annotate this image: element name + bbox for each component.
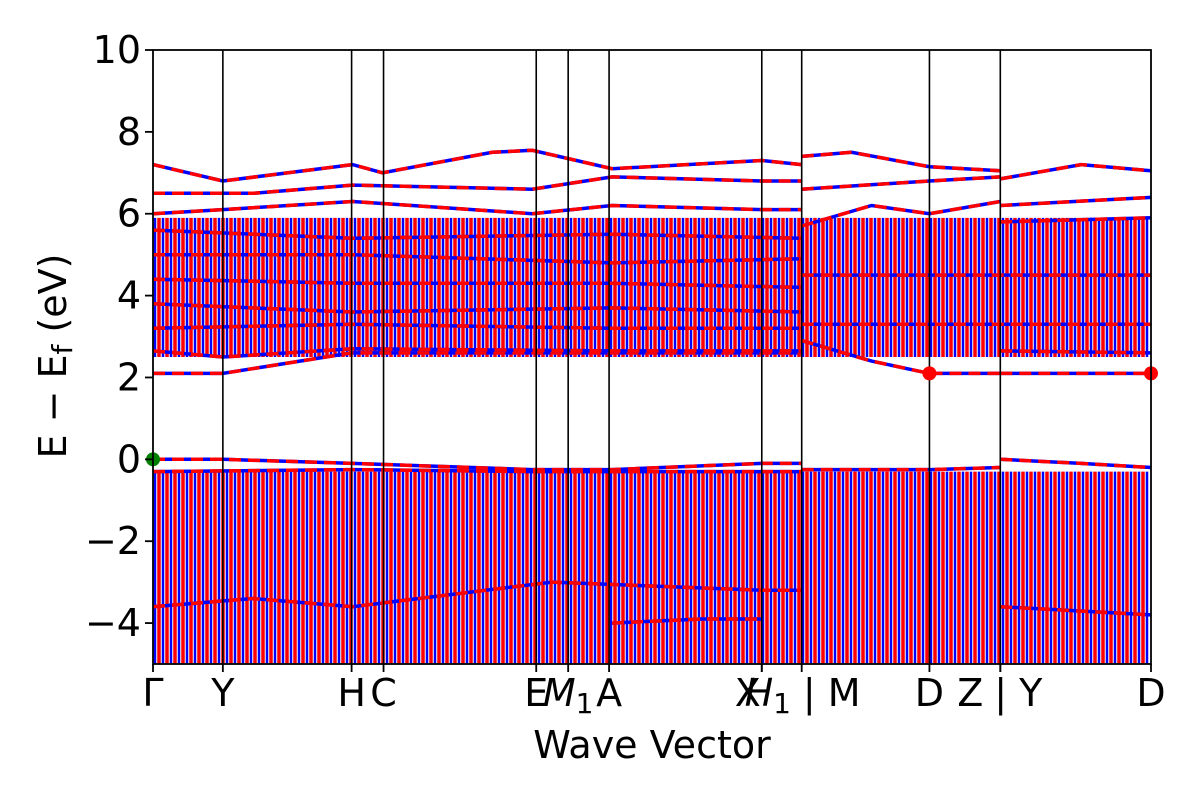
band-spin-down [801, 175, 1001, 191]
band-spin-down [152, 322, 802, 331]
y-axis-label-sub: f [46, 343, 79, 354]
band-spin-down [153, 252, 802, 265]
band-spin-down [152, 467, 802, 474]
x-tick-label: D [915, 671, 944, 715]
x-tick-label-main: H [337, 671, 366, 715]
x-tick-label-main: Γ [142, 671, 163, 715]
x-tick-label-main: X [735, 671, 761, 715]
y-tick-label: 0 [117, 437, 141, 481]
cbm-marker [922, 366, 937, 381]
x-tick-label: | Y [994, 671, 1043, 716]
band-density-fills [153, 217, 1149, 664]
y-tick-label: 8 [117, 110, 141, 154]
band-spin-down [1000, 195, 1152, 208]
x-tick-label-main: C [370, 671, 397, 715]
conduction-fill-spin-down [157, 217, 1145, 357]
band-spin-down [801, 465, 1001, 472]
band-spin-down [152, 580, 802, 609]
y-tick-label: 10 [93, 28, 141, 72]
x-tick-label-main: H [745, 671, 774, 715]
x-tick-label: A [596, 671, 622, 715]
x-tick-label-main: | Y [994, 671, 1043, 716]
band-edge-markers [146, 366, 1158, 467]
x-tick-label-main: A [596, 671, 622, 715]
y-axis-label-main: E − E [31, 354, 75, 458]
band-spin-down [153, 175, 802, 196]
band-spin-down [612, 617, 762, 625]
band-spin-down [1000, 457, 1152, 470]
y-tick-label: 2 [117, 355, 141, 399]
valence-fill-spin-down [157, 471, 1145, 664]
band-spin-down [801, 150, 1001, 173]
x-tick-label: Y [210, 671, 235, 715]
band-spin-down [152, 228, 802, 241]
x-tick-label: D [1136, 671, 1165, 715]
x-tick-label: H [337, 671, 366, 715]
band-spin-down [152, 199, 802, 216]
x-tick-label: H1 [745, 671, 791, 720]
x-axis-label: Wave Vector [533, 723, 771, 767]
band-spin-down [801, 338, 1001, 376]
x-tick-label-main: Y [210, 671, 235, 715]
y-tick-label: −2 [85, 519, 141, 563]
x-tick-label-main: D [915, 671, 944, 715]
band-spin-down [1000, 349, 1152, 355]
band-spin-down [152, 148, 802, 183]
y-axis-label-unit: (eV) [31, 254, 75, 345]
y-axis-label: E − Ef (eV) [31, 254, 79, 459]
x-tick-label-main: | M [803, 671, 861, 716]
band-spin-down [999, 162, 1152, 181]
x-tick-label: M1 [543, 671, 594, 720]
x-tick-label-sub: 1 [576, 687, 594, 720]
x-tick-label: E [524, 671, 548, 715]
band-spin-down [1000, 216, 1152, 224]
x-tick-label-main: M [543, 671, 576, 715]
high-symmetry-lines [222, 50, 1002, 664]
y-axis-ticks: −4 −2 0 2 4 6 8 10 [85, 28, 153, 645]
band-spin-down [801, 199, 1001, 228]
y-tick-label: 6 [117, 192, 141, 236]
x-tick-label: Γ [142, 671, 163, 715]
band-spin-down [152, 277, 802, 290]
x-tick-label-sub: 1 [773, 687, 791, 720]
x-tick-label: | M [803, 671, 861, 716]
x-tick-label: C [370, 671, 397, 715]
band-spin-down [153, 457, 802, 472]
x-tick-label: Z [957, 671, 983, 715]
plot-frame [152, 49, 1152, 665]
band-spin-down [152, 302, 802, 314]
x-tick-label-main: Z [957, 671, 983, 715]
conduction-fill-spin-up [153, 217, 1149, 357]
x-tick-label-main: D [1136, 671, 1165, 715]
y-tick-label: −4 [85, 601, 141, 645]
y-tick-label: 4 [117, 274, 141, 318]
x-tick-label: X [735, 671, 761, 715]
valence-fill-spin-up [153, 471, 1149, 664]
x-tick-label-main: E [524, 671, 548, 715]
band-spin-down [1000, 604, 1152, 617]
